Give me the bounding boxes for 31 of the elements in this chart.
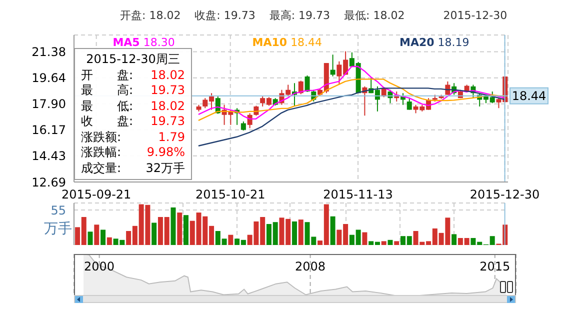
- annotation: 2015-12-30周三: [85, 52, 181, 68]
- text: 开 盘: 18.02: [81, 68, 185, 82]
- y-tick-label: 14.43: [32, 149, 66, 164]
- x-tick-label: 2015-09-21: [61, 188, 132, 202]
- y-tick-label: 55: [50, 203, 66, 218]
- annotation: 18.30: [143, 36, 175, 49]
- text: 成交量: 32万手: [81, 160, 185, 174]
- annotation: 18.44: [290, 36, 322, 49]
- y-tick-label: 17.90: [32, 97, 66, 112]
- x-tick-label: 2015-10-21: [195, 188, 266, 202]
- chart-subtitle: 开盘: 18.02 收盘: 19.73 最高: 19.73 最低: 18.02 2015-12-30: [120, 8, 508, 23]
- text: 涨跌幅: 9.98%: [81, 145, 185, 159]
- text: MA5: [112, 36, 140, 49]
- y-tick-label: 19.64: [32, 71, 66, 86]
- y-tick-label: 16.17: [32, 123, 66, 138]
- ref-line-label: 18.44: [512, 88, 546, 103]
- text: 收 盘: 19.73: [81, 114, 185, 128]
- x-tick-label: 2015-12-30: [470, 188, 540, 202]
- x-tick-label: 2015-11-13: [323, 188, 393, 202]
- x-tick-label: 2015: [480, 260, 510, 274]
- text: 涨跌额: 1.79: [81, 130, 185, 144]
- text: MA20: [400, 36, 434, 49]
- text: 最 低: 18.02: [81, 98, 185, 112]
- y-tick-label: 21.38: [32, 45, 66, 60]
- annotation: 18.19: [438, 36, 470, 49]
- text: MA10: [252, 36, 288, 49]
- y-tick-label: 12.69: [32, 175, 66, 190]
- x-tick-label: 2008: [295, 260, 326, 274]
- x-tick-label: 2000: [84, 260, 115, 274]
- y-axis-title: 万手: [44, 220, 72, 238]
- text: 最 高: 19.73: [81, 83, 185, 97]
